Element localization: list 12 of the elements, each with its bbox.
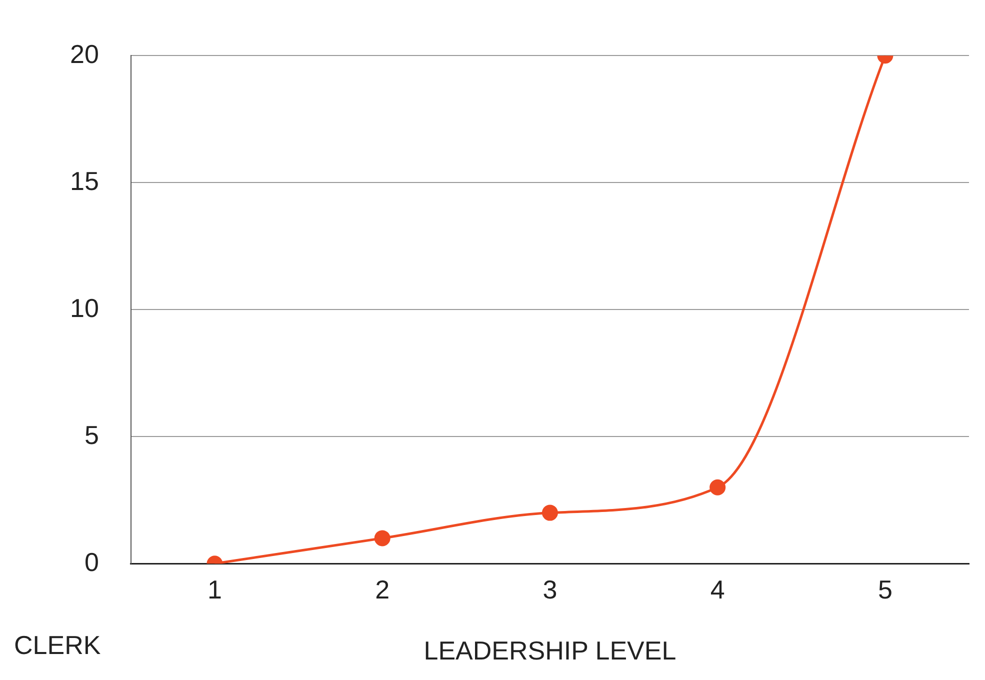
x-tick-label: 2 — [375, 574, 390, 604]
y-tick-label: 20 — [70, 38, 99, 69]
x-axis-title: LEADERSHIP LEVEL — [424, 636, 676, 666]
text: CLERK — [14, 630, 102, 660]
y-tick-label: 5 — [84, 420, 99, 450]
y-tick-label: 10 — [70, 292, 99, 323]
x-tick-label: 5 — [878, 574, 892, 604]
y-tick-label: 15 — [70, 166, 99, 196]
x-tick-label: 1 — [207, 574, 222, 604]
x-tick-label: 4 — [710, 574, 725, 604]
x-tick-label: 3 — [542, 574, 558, 604]
y-tick-label: 0 — [84, 546, 99, 577]
